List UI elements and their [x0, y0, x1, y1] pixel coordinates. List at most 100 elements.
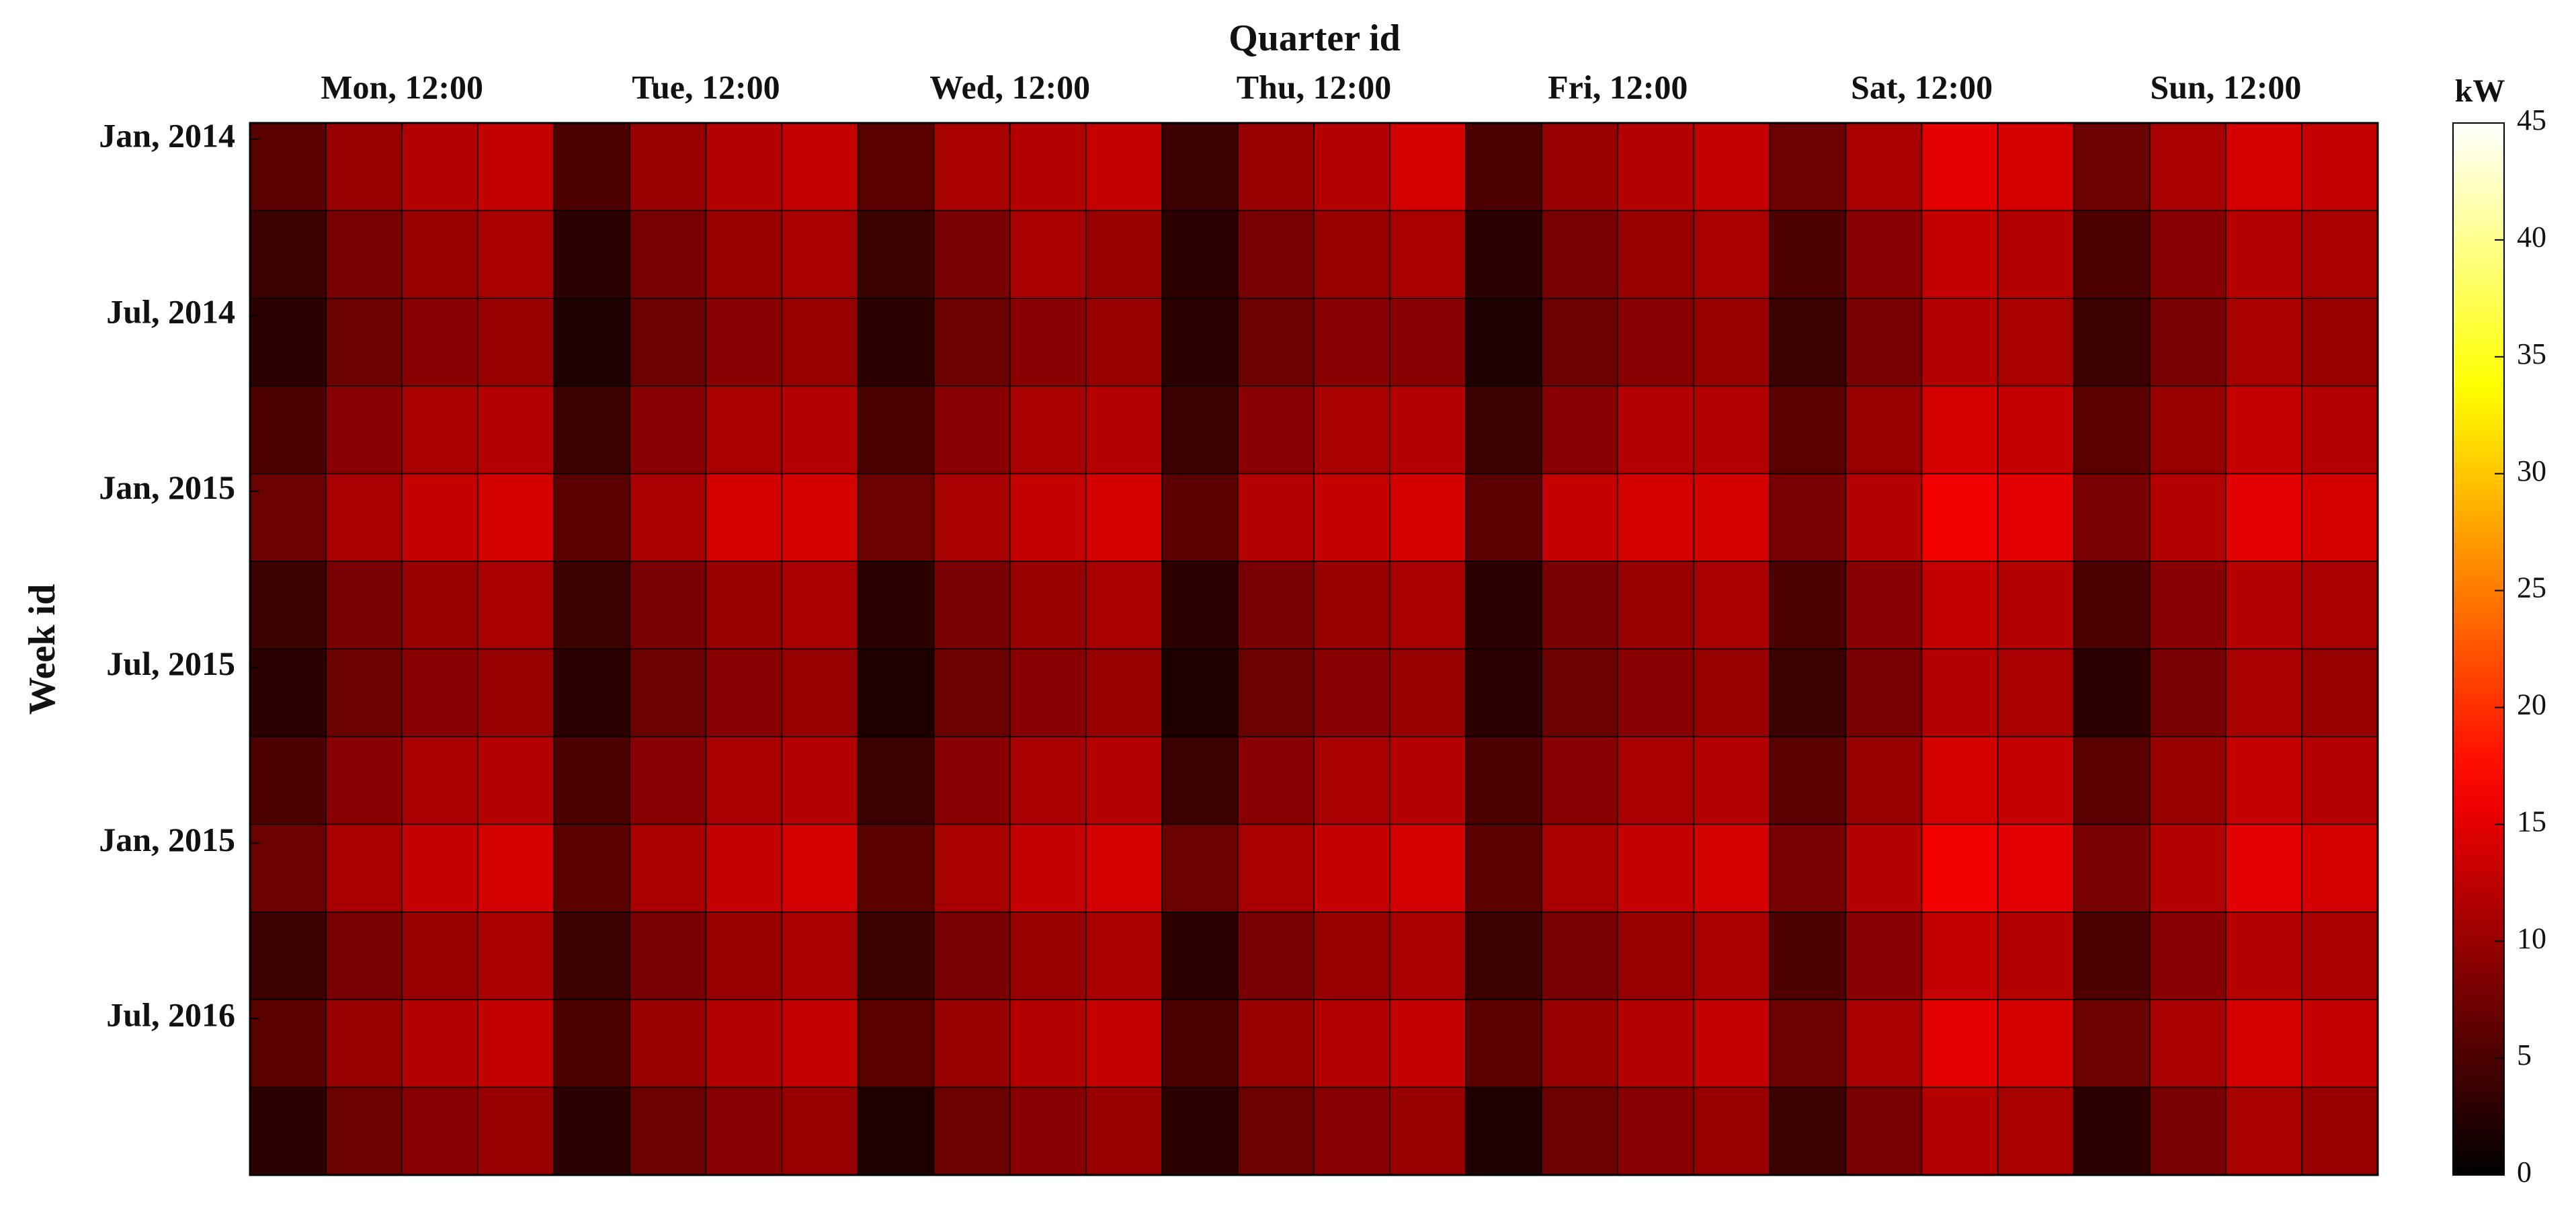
heatmap-cell: [1161, 823, 1239, 913]
heatmap-cell: [250, 736, 327, 825]
heatmap-cell: [857, 999, 935, 1088]
x-tick-label: Sun, 12:00: [2150, 68, 2301, 106]
heatmap-cell: [1009, 385, 1087, 475]
heatmap-cell: [2149, 298, 2227, 387]
heatmap-cell: [325, 298, 403, 387]
heatmap-cell: [325, 1086, 403, 1175]
heatmap-cell: [705, 999, 783, 1088]
x-axis-label: Quarter id: [1229, 17, 1401, 59]
heatmap-cell: [250, 210, 327, 299]
heatmap-cell: [1313, 911, 1390, 1000]
heatmap-cell: [1161, 561, 1239, 650]
heatmap-cell: [933, 736, 1011, 825]
heatmap-cell: [553, 210, 631, 299]
heatmap-cell: [781, 298, 859, 387]
heatmap-cell: [705, 210, 783, 299]
heatmap-cell: [1693, 385, 1771, 475]
heatmap-cell: [2225, 123, 2302, 212]
heatmap-cell: [1997, 385, 2075, 475]
heatmap-cell: [1769, 999, 1847, 1088]
heatmap-cell: [933, 385, 1011, 475]
heatmap-cell: [2225, 385, 2302, 475]
heatmap-cell: [1389, 999, 1466, 1088]
heatmap-cell: [325, 911, 403, 1000]
heatmap-cell: [705, 911, 783, 1000]
heatmap-cell: [1237, 385, 1315, 475]
heatmap-cell: [553, 1086, 631, 1175]
heatmap-cell: [2149, 999, 2227, 1088]
heatmap-cell: [1693, 1086, 1771, 1175]
heatmap-cell: [1617, 648, 1695, 737]
heatmap-cell: [2225, 210, 2302, 299]
heatmap-cell: [2225, 736, 2302, 825]
heatmap-cell: [250, 999, 327, 1088]
heatmap-cell: [1313, 123, 1390, 212]
heatmap-cell: [2225, 823, 2302, 913]
heatmap-cell: [477, 123, 555, 212]
heatmap-cell: [2073, 123, 2151, 212]
y-tick-label: Jul, 2016: [106, 996, 235, 1034]
heatmap-cell: [933, 210, 1011, 299]
heatmap-cell: [1009, 473, 1087, 562]
heatmap-cell: [2301, 999, 2378, 1088]
heatmap-cell: [1769, 385, 1847, 475]
heatmap-cell: [1769, 648, 1847, 737]
heatmap-cell: [1085, 123, 1163, 212]
heatmap-cell: [1313, 385, 1390, 475]
heatmap-cell: [1769, 298, 1847, 387]
heatmap-cell: [1465, 561, 1542, 650]
heatmap-cell: [2073, 999, 2151, 1088]
heatmap-cell: [1313, 1086, 1390, 1175]
heatmap-cell: [1161, 298, 1239, 387]
heatmap-cell: [1693, 561, 1771, 650]
heatmap-cell: [2073, 473, 2151, 562]
heatmap-cell: [1997, 210, 2075, 299]
heatmap-cell: [1465, 473, 1542, 562]
heatmap-cell: [781, 999, 859, 1088]
heatmap-cell: [1009, 561, 1087, 650]
colorbar-tick-label: 35: [2517, 337, 2546, 370]
heatmap-cell: [781, 210, 859, 299]
heatmap-cell: [1085, 385, 1163, 475]
heatmap-cell: [1617, 1086, 1695, 1175]
heatmap-cell: [1845, 1086, 1923, 1175]
heatmap-cell: [401, 298, 479, 387]
heatmap-cell: [1009, 210, 1087, 299]
heatmap-cell: [1617, 298, 1695, 387]
heatmap-cell: [705, 123, 783, 212]
heatmap-cell: [1769, 561, 1847, 650]
heatmap-cell: [2073, 298, 2151, 387]
heatmap-cell: [1161, 210, 1239, 299]
heatmap-cell: [477, 823, 555, 913]
heatmap-cell: [325, 473, 403, 562]
heatmap-cell: [1009, 911, 1087, 1000]
heatmap-cell: [1541, 999, 1619, 1088]
heatmap-cell: [1693, 823, 1771, 913]
heatmap-cell: [401, 823, 479, 913]
heatmap-cell: [1845, 561, 1923, 650]
heatmap-cell: [1465, 911, 1542, 1000]
heatmap-cell: [1617, 385, 1695, 475]
heatmap-cell: [2301, 473, 2378, 562]
heatmap-cell: [705, 561, 783, 650]
heatmap-cell: [1617, 473, 1695, 562]
heatmap-cell: [325, 999, 403, 1088]
colorbar: kW 0 5 10 15 20 25 30 35 40 45: [2452, 73, 2546, 1188]
heatmap-cell: [2149, 123, 2227, 212]
heatmap-cell: [1997, 648, 2075, 737]
heatmap-cell: [1465, 823, 1542, 913]
heatmap-cell: [553, 823, 631, 913]
heatmap-cell: [629, 473, 707, 562]
heatmap-cell: [1161, 999, 1239, 1088]
heatmap-cell: [1693, 999, 1771, 1088]
heatmap-cell: [1921, 473, 1999, 562]
heatmap-cell: [2149, 736, 2227, 825]
heatmap-cell: [325, 385, 403, 475]
heatmap-cell: [1541, 210, 1619, 299]
heatmap-cell: [2225, 1086, 2302, 1175]
heatmap-cell: [781, 561, 859, 650]
heatmap-cell: [2149, 648, 2227, 737]
colorbar-tick-label: 25: [2517, 571, 2546, 604]
heatmap-cell: [1085, 648, 1163, 737]
